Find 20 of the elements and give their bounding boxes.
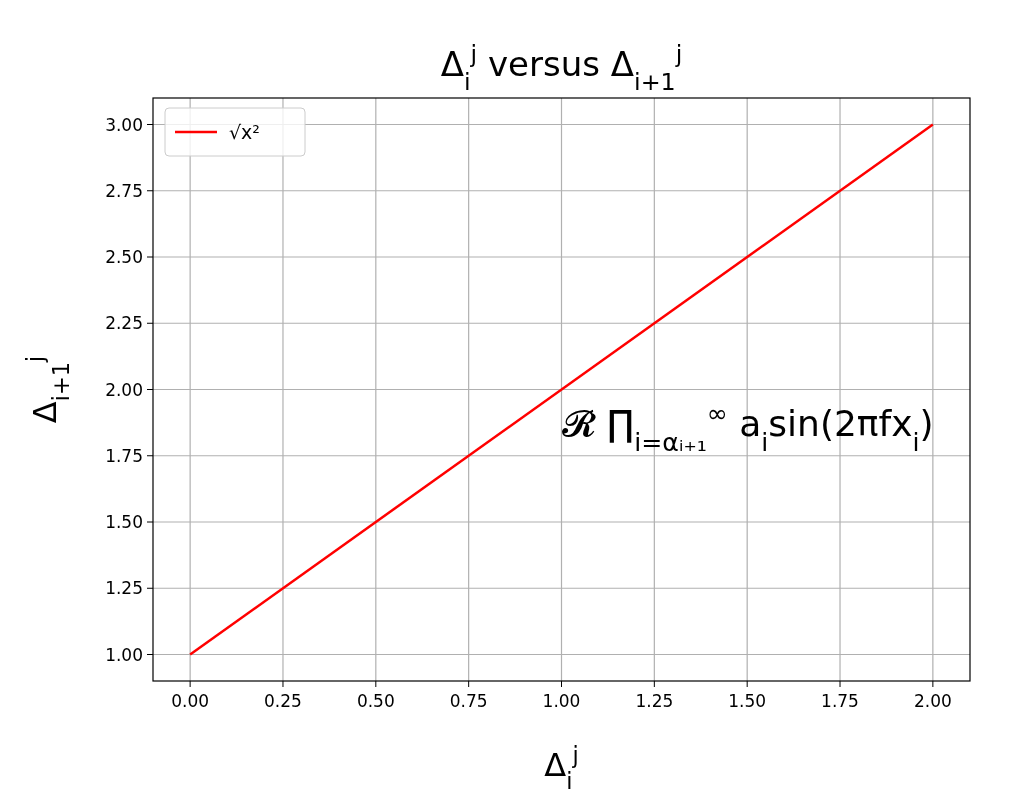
y-tick-label: 1.50 [105, 512, 143, 532]
x-tick-label: 1.50 [728, 691, 767, 711]
y-tick-label: 2.75 [105, 180, 143, 201]
x-tick-label: 2.00 [913, 691, 952, 711]
y-tick-label: 2.00 [105, 379, 143, 400]
annotation: 𝓡 ∏$_{i=αᵢ₊₁}$$^{∞}$ a$_{i}$sin(2πfx$_{i}$) [561, 398, 934, 457]
x-tick-label: 0.00 [171, 691, 210, 711]
y-tick-label: 1.25 [105, 578, 143, 599]
x-tick-label: 0.50 [356, 691, 395, 711]
y-tick-label: 3.00 [105, 114, 143, 135]
y-tick-label: 2.25 [105, 313, 143, 334]
x-tick-label: 0.25 [264, 691, 302, 711]
x-tick-label: 1.00 [542, 691, 581, 711]
legend-label: √x² [229, 121, 260, 143]
y-tick-label: 2.50 [105, 247, 143, 267]
y-tick-label: 1.75 [105, 445, 143, 466]
x-tick-label: 1.75 [821, 691, 859, 711]
x-tick-label: 1.25 [635, 691, 674, 711]
y-tick-label: 1.00 [105, 644, 143, 665]
x-tick-label: 0.75 [449, 691, 488, 711]
